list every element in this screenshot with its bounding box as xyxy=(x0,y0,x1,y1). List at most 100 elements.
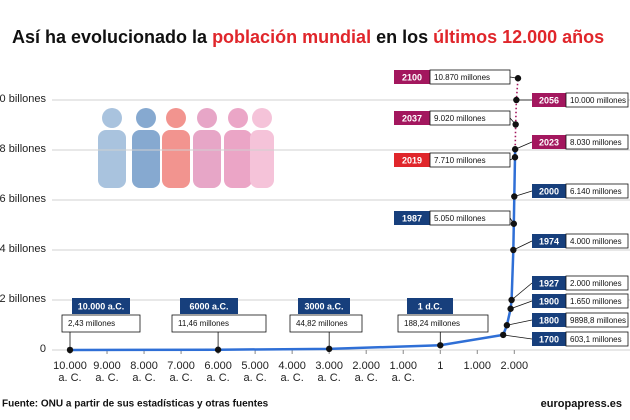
year-label: 1700 xyxy=(539,334,559,344)
data-point xyxy=(437,342,444,349)
year-label: 1 d.C. xyxy=(418,301,443,311)
value-label: 188,24 millones xyxy=(404,319,460,328)
x-tick-label: 9.000 a. C. xyxy=(93,360,121,384)
value-label: 2,43 millones xyxy=(68,319,115,328)
x-tick-label: 1.000 xyxy=(464,360,492,372)
y-tick-label: 8 billones xyxy=(0,143,46,155)
value-label: 9.020 millones xyxy=(434,114,486,123)
value-box xyxy=(429,69,511,85)
x-tick-label: 8.000 a. C. xyxy=(130,360,158,384)
value-label: 9898,8 millones xyxy=(570,316,626,325)
value-box xyxy=(565,233,629,249)
value-label: 44,82 millones xyxy=(296,319,348,328)
title-part: población mundial xyxy=(212,27,371,47)
connector xyxy=(511,282,533,301)
year-label: 1987 xyxy=(402,213,422,223)
plot-area: 0 2 billones 4 billones 6 billones 8 billone… xyxy=(0,69,630,384)
x-tick-label: 4.000 a. C. xyxy=(278,360,306,384)
data-point xyxy=(503,322,511,329)
year-label: 1927 xyxy=(539,278,559,288)
year-label: 3000 a.C. xyxy=(304,301,343,311)
value-box xyxy=(565,312,629,328)
year-label: 1800 xyxy=(539,315,559,325)
value-box xyxy=(565,331,629,347)
data-point xyxy=(214,346,222,353)
value-box xyxy=(565,275,629,291)
value-box xyxy=(565,293,629,309)
year-box xyxy=(72,298,130,314)
value-label: 1.650 millones xyxy=(570,297,622,306)
title-part: Así ha evolucionado la xyxy=(12,27,212,47)
data-point xyxy=(510,220,518,227)
value-box xyxy=(565,92,629,108)
data-point xyxy=(511,193,518,200)
x-tick-label: 10.000 a. C. xyxy=(53,360,87,384)
value-box xyxy=(429,210,511,226)
year-label: 2100 xyxy=(402,72,422,82)
value-box xyxy=(565,134,629,150)
year-box xyxy=(532,332,566,346)
value-label: 11,46 millones xyxy=(178,319,229,328)
year-box xyxy=(532,135,566,149)
value-box xyxy=(429,110,511,126)
year-box xyxy=(532,184,566,198)
people-illustration xyxy=(98,108,274,188)
year-box xyxy=(532,234,566,248)
year-box xyxy=(394,111,430,125)
x-tick-label: 2.000 xyxy=(501,360,529,372)
source: Fuente: ONU a partir de sus estadísticas… xyxy=(2,399,269,410)
title-part: en los xyxy=(371,27,433,47)
x-tick-label: 2.000 a. C. xyxy=(352,360,380,384)
y-tick-label: 10 billones xyxy=(0,93,47,105)
connector xyxy=(503,334,533,340)
value-box xyxy=(429,152,511,168)
year-box xyxy=(532,313,566,327)
value-label: 603,1 millones xyxy=(570,335,622,344)
year-label: 1974 xyxy=(539,236,559,246)
data-point xyxy=(507,305,514,312)
data-point xyxy=(511,154,519,161)
x-tick-label: 6.000 a. C. xyxy=(204,360,232,384)
data-point xyxy=(513,96,520,104)
x-tick-label: 3.000 a. C. xyxy=(315,360,343,384)
x-tick-label: 1.000 a. C. xyxy=(389,360,417,384)
value-label: 8.030 millones xyxy=(570,138,622,147)
y-tick-label: 2 billones xyxy=(0,293,46,305)
connector xyxy=(506,319,533,326)
data-point xyxy=(499,331,507,339)
year-box xyxy=(532,276,566,290)
y-tick-label: 6 billones xyxy=(0,193,46,205)
chart-title: Así ha evolucionado la población mundial… xyxy=(12,27,604,47)
x-tick-label: 1 xyxy=(437,360,443,372)
data-point xyxy=(512,121,519,128)
year-label: 2056 xyxy=(539,95,559,105)
value-label: 7.710 millones xyxy=(434,156,486,165)
value-box xyxy=(61,314,141,333)
title-part: últimos 12.000 años xyxy=(433,27,604,47)
year-box xyxy=(394,211,430,225)
value-box xyxy=(397,314,489,333)
data-point xyxy=(66,346,74,354)
value-label: 10.000 millones xyxy=(570,96,626,105)
year-label: 2000 xyxy=(539,186,559,196)
value-label: 5.050 millones xyxy=(434,214,486,223)
data-point xyxy=(511,146,519,153)
connector xyxy=(513,240,533,251)
year-box xyxy=(532,294,566,308)
value-label: 6.140 millones xyxy=(570,187,622,196)
value-box xyxy=(289,314,363,333)
year-box xyxy=(532,93,566,107)
projection-line xyxy=(514,78,519,150)
value-label: 10.870 millones xyxy=(434,73,490,82)
data-point xyxy=(325,345,333,353)
data-point xyxy=(510,246,517,254)
value-label: 2.000 millones xyxy=(570,279,622,288)
year-box xyxy=(394,153,430,167)
year-box xyxy=(394,70,430,84)
year-box xyxy=(298,298,350,314)
data-point xyxy=(508,296,515,304)
y-tick-label: 4 billones xyxy=(0,243,46,255)
year-label: 10.000 a.C. xyxy=(78,301,125,311)
year-box xyxy=(407,298,453,314)
